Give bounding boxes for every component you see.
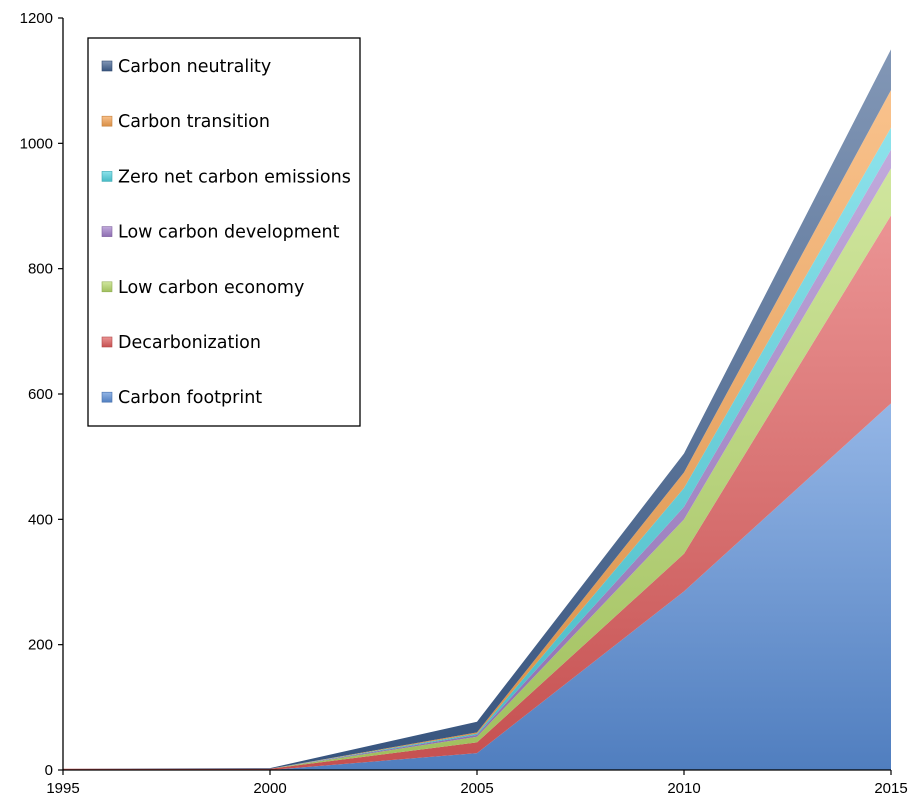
x-tick-label: 1995 [46,780,79,797]
y-tick-label: 200 [28,637,53,654]
area-decarbonization [63,215,891,770]
legend-label: Low carbon economy [118,278,304,298]
legend-label: Carbon transition [118,112,270,132]
x-tick-label: 2005 [460,780,493,797]
legend-item-decarbonization: Decarbonization [101,333,261,353]
x-tick-label: 2010 [667,780,700,797]
x-tick-label: 2015 [874,780,907,797]
legend-item-zero-net-carbon-emissions: Zero net carbon emissions [101,167,351,187]
legend-swatch [101,115,113,127]
legend-item-carbon-neutrality: Carbon neutrality [101,57,271,77]
legend-swatch [101,60,113,72]
area-carbon-footprint [63,403,891,770]
legend-swatch [101,226,113,237]
y-tick-label: 600 [28,386,53,403]
legend-item-low-carbon-development: Low carbon development [101,223,340,243]
legend-item-carbon-transition: Carbon transition [101,112,270,132]
legend-swatch [101,281,113,293]
y-tick-label: 0 [45,762,53,779]
legend-label: Low carbon development [118,223,340,243]
legend-box [87,37,361,427]
legend-swatch [101,391,113,403]
legend-label: Decarbonization [118,333,261,353]
y-tick-label: 1000 [20,135,53,152]
areas-layer [63,49,891,770]
legend-item-carbon-footprint: Carbon footprint [101,388,262,408]
area-low-carbon-economy [63,168,891,769]
legend-item-low-carbon-economy: Low carbon economy [101,278,304,298]
legend-swatch [101,336,113,348]
legend-label: Carbon footprint [118,388,262,408]
axes-layer: 0 200 400 600 800 1000 1200 1995 2000 2005 2010 201… [20,10,908,797]
legend-label: Zero net carbon emissions [118,167,351,187]
legend-swatch [101,171,113,182]
legend-label: Carbon neutrality [118,57,271,77]
y-tick-label: 400 [28,511,53,528]
x-tick-label: 2000 [253,780,286,797]
legend: Carbon neutrality Carbon transition Zero n… [87,37,361,427]
y-tick-label: 800 [28,261,53,278]
y-tick-label: 1200 [20,10,53,27]
